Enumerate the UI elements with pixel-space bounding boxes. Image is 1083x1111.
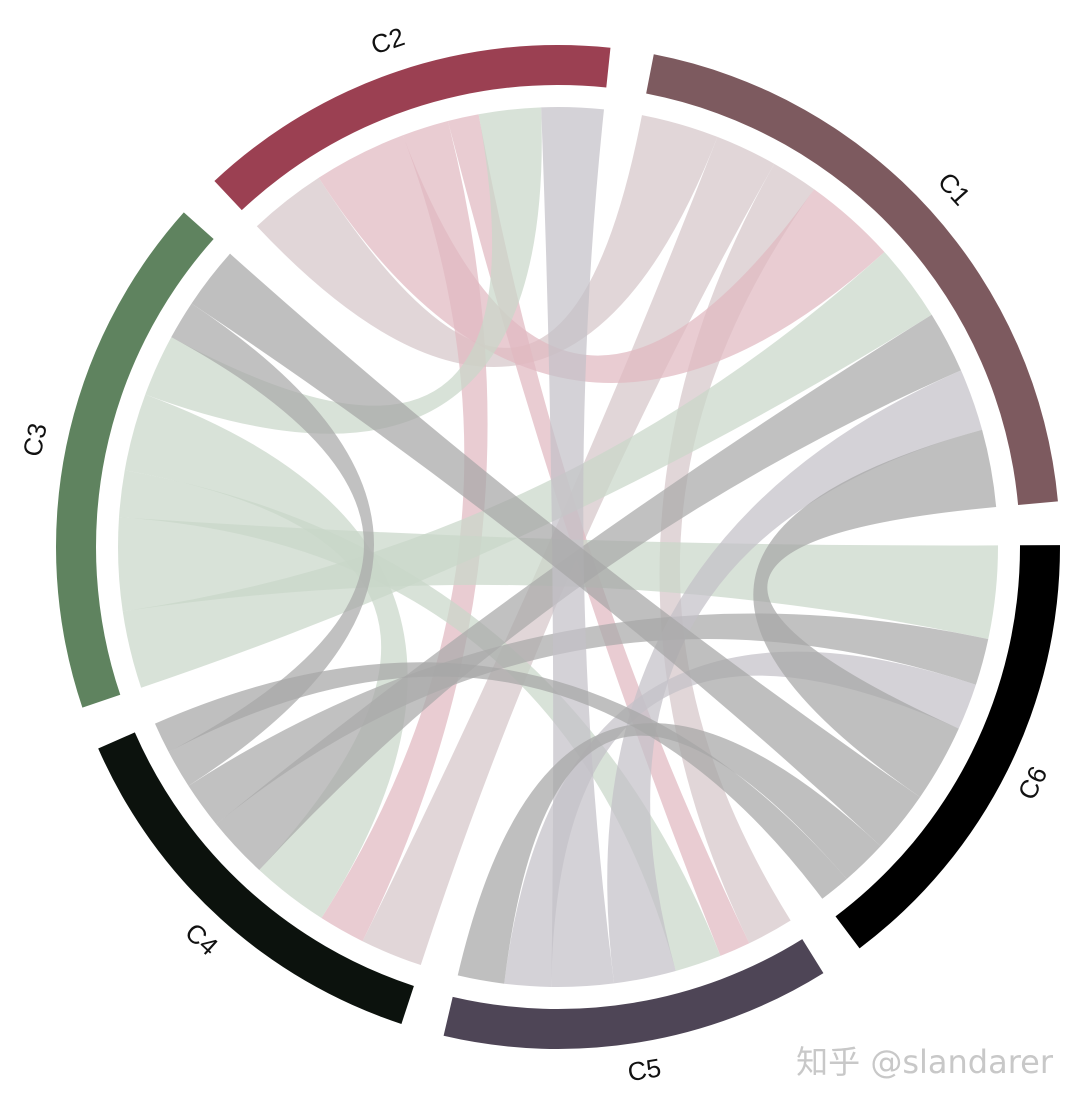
sector-C6 — [835, 545, 1060, 949]
chord-C4-C3 — [168, 303, 375, 786]
sector-C3 — [55, 212, 214, 708]
chord-C6-C5 — [457, 723, 881, 984]
chord-C2-C5 — [447, 114, 750, 956]
label-C1: C1 — [932, 166, 977, 211]
label-C2: C2 — [367, 21, 408, 60]
chord-C5-C6 — [504, 651, 976, 987]
label-C4: C4 — [179, 917, 224, 962]
label-C3: C3 — [17, 421, 53, 460]
chord-C4-C1 — [216, 314, 962, 870]
label-C6: C6 — [1012, 761, 1054, 804]
chord-C5-C1 — [607, 370, 983, 984]
watermark: 知乎 @slandarer — [796, 1043, 1053, 1081]
label-C5: C5 — [625, 1052, 663, 1087]
sector-C4 — [98, 732, 414, 1024]
chord-C2-C4 — [321, 121, 488, 942]
chords — [118, 107, 998, 988]
sector-C1 — [646, 54, 1058, 506]
chord-C6-C3 — [191, 253, 921, 847]
chord-C1-C2 — [256, 115, 718, 368]
chord-C4-C6 — [188, 613, 989, 825]
sector-C5 — [443, 939, 824, 1049]
chord-C6-C1 — [753, 429, 997, 798]
chord-C3-C2 — [145, 107, 542, 434]
sector-C2 — [214, 44, 611, 211]
